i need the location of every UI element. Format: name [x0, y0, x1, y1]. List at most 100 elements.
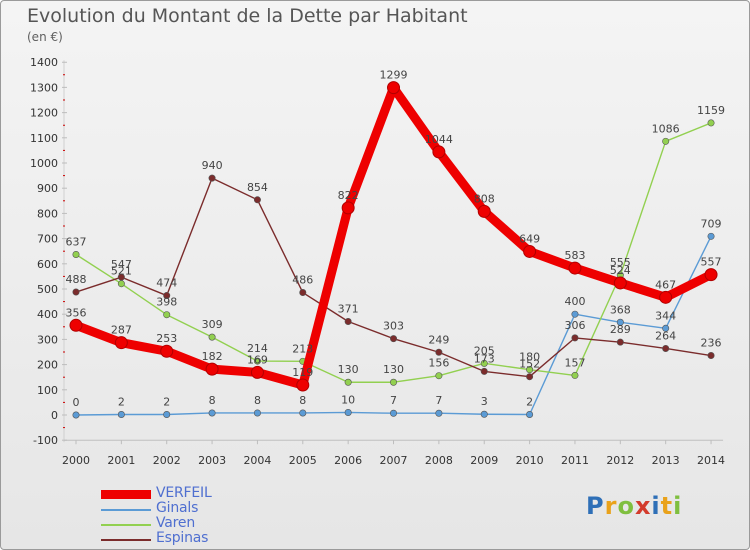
data-label-varen: 180	[519, 351, 540, 364]
data-point-verfeil	[114, 336, 128, 350]
data-point-varen	[117, 280, 125, 288]
data-point-ginals	[435, 409, 443, 417]
data-point-ginals	[707, 232, 715, 240]
x-tick-label: 2009	[470, 454, 498, 467]
data-point-espinas	[163, 292, 171, 300]
data-label-espinas: 854	[247, 181, 268, 194]
data-label-ginals: 10	[341, 393, 355, 406]
data-point-espinas	[72, 288, 80, 296]
data-point-espinas	[117, 273, 125, 281]
data-point-ginals	[72, 411, 80, 419]
data-label-espinas: 371	[338, 303, 359, 316]
data-label-ginals: 7	[435, 394, 442, 407]
x-tick-label: 2011	[561, 454, 589, 467]
data-point-verfeil	[477, 204, 491, 218]
data-point-espinas	[390, 335, 398, 343]
data-label-espinas: 488	[66, 273, 87, 286]
data-point-ginals	[390, 409, 398, 417]
data-label-varen: 521	[111, 265, 132, 278]
y-tick-label: 400	[37, 308, 58, 321]
x-tick-label: 2003	[198, 454, 226, 467]
data-label-verfeil: 557	[701, 256, 722, 269]
x-tick-label: 2004	[243, 454, 271, 467]
y-tick-label: 800	[37, 207, 58, 220]
data-label-varen: 205	[474, 344, 495, 357]
data-label-verfeil: 822	[338, 189, 359, 202]
data-label-varen: 156	[428, 357, 449, 370]
data-point-varen	[344, 378, 352, 386]
data-label-verfeil: 467	[655, 278, 676, 291]
data-point-varen	[707, 119, 715, 127]
data-point-ginals	[117, 410, 125, 418]
data-point-verfeil	[523, 244, 537, 258]
y-tick-label: 0	[51, 409, 58, 422]
data-point-verfeil	[69, 318, 83, 332]
x-tick-label: 2012	[606, 454, 634, 467]
data-point-espinas	[662, 344, 670, 352]
x-tick-label: 2002	[153, 454, 181, 467]
data-point-varen	[163, 311, 171, 319]
data-point-espinas	[435, 348, 443, 356]
data-label-verfeil: 649	[519, 232, 540, 245]
chart-title: Evolution du Montant de la Dette par Hab…	[27, 5, 468, 27]
data-label-ginals: 0	[73, 396, 80, 409]
data-label-espinas: 236	[701, 337, 722, 350]
data-label-verfeil: 119	[292, 366, 313, 379]
data-point-ginals	[208, 409, 216, 417]
data-label-ginals: 8	[254, 394, 261, 407]
y-tick-label: 1000	[30, 157, 58, 170]
data-point-verfeil	[296, 378, 310, 392]
data-label-verfeil: 287	[111, 324, 132, 337]
data-point-verfeil	[704, 268, 718, 282]
data-label-verfeil: 356	[66, 306, 87, 319]
data-label-verfeil: 583	[564, 249, 585, 262]
data-label-ginals: 7	[390, 394, 397, 407]
data-label-espinas: 306	[564, 319, 585, 332]
legend-swatch-verfeil	[101, 490, 151, 499]
data-point-espinas	[571, 334, 579, 342]
x-tick-label: 2005	[289, 454, 317, 467]
data-point-espinas	[707, 352, 715, 360]
legend-swatch-ginals	[101, 509, 151, 511]
data-point-varen	[72, 250, 80, 258]
x-tick-label: 2006	[334, 454, 362, 467]
data-label-ginals: 3	[481, 395, 488, 408]
data-label-varen: 555	[610, 256, 631, 269]
data-point-verfeil	[568, 261, 582, 275]
data-point-verfeil	[250, 365, 264, 379]
data-label-ginals: 2	[163, 395, 170, 408]
data-point-espinas	[253, 196, 261, 204]
data-point-verfeil	[160, 344, 174, 358]
data-point-varen	[253, 357, 261, 365]
data-label-espinas: 486	[292, 274, 313, 287]
data-point-verfeil	[659, 290, 673, 304]
legend-swatch-varen	[101, 524, 151, 526]
data-label-varen: 157	[564, 356, 585, 369]
data-point-varen	[208, 333, 216, 341]
chart-subtitle: (en €)	[27, 30, 63, 44]
data-point-varen	[390, 378, 398, 386]
data-label-ginals: 400	[564, 295, 585, 308]
y-tick-label: 100	[37, 384, 58, 397]
legend-label-verfeil: VERFEIL	[156, 485, 212, 501]
data-label-espinas: 249	[428, 333, 449, 346]
data-point-ginals	[616, 318, 624, 326]
data-label-espinas: 547	[111, 258, 132, 271]
data-label-varen: 1159	[697, 104, 725, 117]
data-point-espinas	[616, 338, 624, 346]
data-label-verfeil: 524	[610, 264, 631, 277]
data-point-verfeil	[341, 201, 355, 215]
data-point-ginals	[253, 409, 261, 417]
data-label-varen: 309	[202, 318, 223, 331]
data-label-espinas: 289	[610, 323, 631, 336]
data-point-verfeil	[613, 276, 627, 290]
data-label-ginals: 8	[299, 394, 306, 407]
y-tick-label: 900	[37, 182, 58, 195]
data-point-ginals	[480, 410, 488, 418]
data-label-espinas: 264	[655, 329, 676, 342]
data-point-espinas	[208, 174, 216, 182]
data-point-ginals	[571, 310, 579, 318]
y-tick-label: 1200	[30, 107, 58, 120]
y-tick-label: -100	[33, 434, 58, 447]
data-point-varen	[435, 372, 443, 380]
